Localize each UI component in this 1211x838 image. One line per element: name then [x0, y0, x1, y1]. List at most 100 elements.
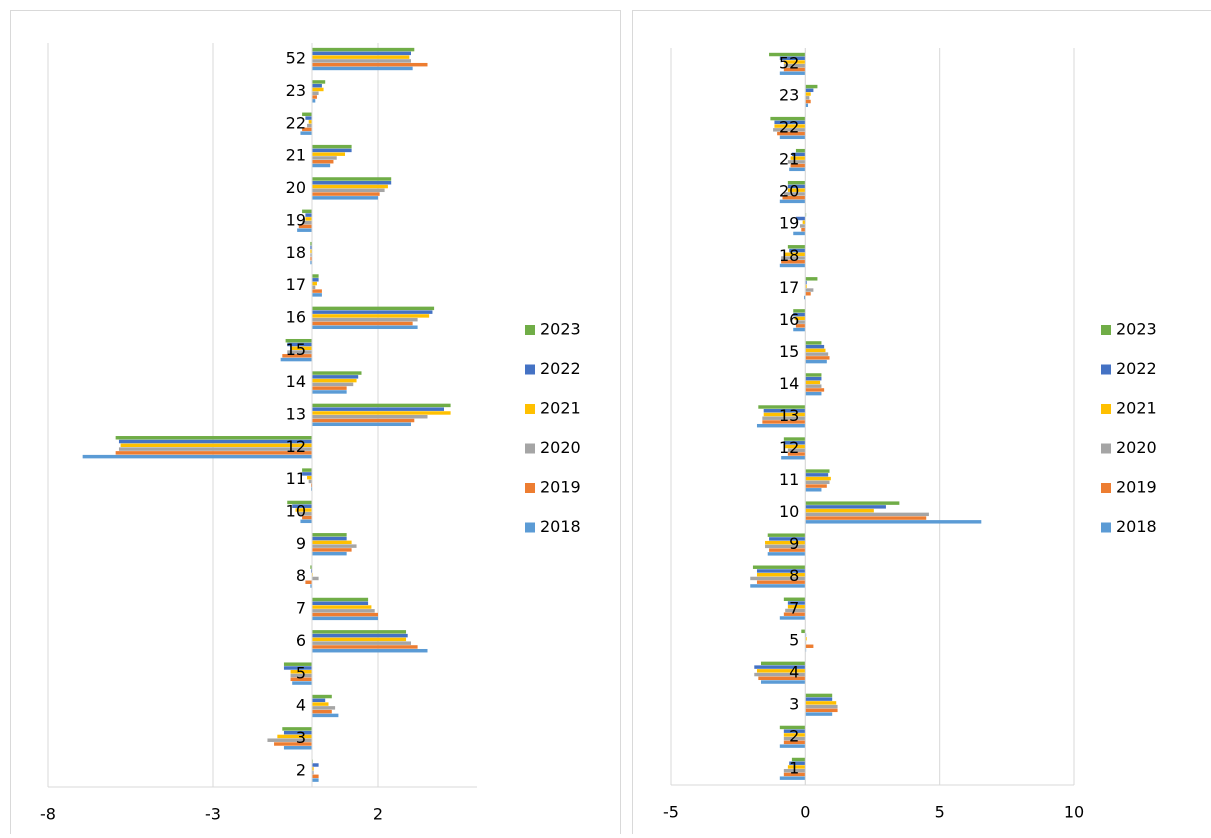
y-tick-label: 20 [286, 178, 306, 197]
bar [805, 516, 926, 519]
y-tick-label: 23 [286, 81, 306, 100]
bar [305, 213, 312, 216]
y-tick-label: 19 [286, 210, 306, 229]
y-tick-label: 4 [789, 662, 799, 681]
y-tick-label: 6 [296, 631, 306, 650]
y-tick-label: 2 [789, 726, 799, 745]
bar [83, 455, 312, 458]
bar [805, 705, 837, 708]
bar [312, 52, 411, 55]
bar [805, 481, 829, 484]
y-tick-label: 21 [779, 150, 799, 169]
bar [305, 217, 312, 220]
y-tick-label: 22 [286, 113, 306, 132]
bar [801, 630, 805, 633]
bar [805, 388, 824, 391]
bar [116, 436, 312, 439]
bar [312, 310, 432, 313]
legend-label: 2023 [540, 320, 581, 339]
legend-label: 2023 [1116, 320, 1157, 339]
y-tick-label: 3 [789, 694, 799, 713]
bar [312, 537, 347, 540]
y-tick-label: 2 [296, 760, 306, 779]
y-tick-label: 7 [789, 598, 799, 617]
bar [274, 742, 312, 745]
y-tick-label: 9 [789, 534, 799, 553]
legend-label: 2019 [540, 478, 581, 497]
y-tick-label: 5 [789, 630, 799, 649]
bar [312, 714, 338, 717]
bar [805, 501, 899, 504]
bar [277, 735, 312, 738]
y-tick-label: 18 [286, 243, 306, 262]
bar [805, 100, 810, 103]
bar [312, 282, 317, 285]
bar [805, 694, 832, 697]
bar [312, 92, 319, 95]
x-tick-label: 2 [373, 805, 383, 824]
bar [805, 381, 820, 384]
y-tick-label: 21 [286, 146, 306, 165]
bar [805, 360, 826, 363]
legend-swatch [525, 365, 535, 375]
bar [121, 444, 312, 447]
y-tick-label: 15 [286, 340, 306, 359]
bar [305, 581, 312, 584]
y-tick-label: 12 [286, 437, 306, 456]
bar [312, 379, 357, 382]
bar [312, 533, 347, 536]
bar [119, 447, 312, 450]
bar [805, 352, 828, 355]
bar [312, 149, 352, 152]
bar [312, 775, 319, 778]
legend-label: 2018 [1116, 517, 1157, 536]
y-tick-label: 23 [779, 86, 799, 105]
bar [805, 92, 810, 95]
bar [312, 386, 347, 389]
bar [119, 440, 312, 443]
y-tick-label: 22 [779, 118, 799, 137]
y-tick-label: 15 [779, 342, 799, 361]
bar [312, 181, 391, 184]
y-tick-label: 10 [779, 502, 799, 521]
bar [312, 145, 352, 148]
bar [312, 177, 391, 180]
legend-swatch [525, 444, 535, 454]
bar [805, 473, 828, 476]
bar [805, 292, 810, 295]
x-tick-label: -8 [40, 805, 56, 824]
bar [312, 544, 357, 547]
bar [312, 617, 378, 620]
bar [312, 189, 385, 192]
bar [312, 185, 388, 188]
y-tick-label: 13 [779, 406, 799, 425]
y-tick-label: 16 [779, 310, 799, 329]
bar [768, 533, 806, 536]
bar [312, 152, 345, 155]
y-tick-label: 12 [779, 438, 799, 457]
bar [805, 712, 832, 715]
bar [307, 476, 312, 479]
bar [805, 392, 821, 395]
bar [800, 224, 805, 227]
bar [307, 124, 312, 127]
y-tick-label: 5 [296, 663, 306, 682]
bar [312, 638, 406, 641]
bar [805, 373, 821, 376]
bar [312, 390, 347, 393]
bar [312, 404, 451, 407]
bar [312, 702, 329, 705]
bar [312, 289, 322, 292]
bar [312, 326, 418, 329]
bar [312, 371, 362, 374]
bar [805, 377, 821, 380]
x-tick-label: -3 [205, 805, 221, 824]
bar [312, 375, 358, 378]
bar [312, 307, 434, 310]
bar [312, 419, 414, 422]
legend-swatch [1101, 444, 1111, 454]
bar [312, 605, 371, 608]
bar [805, 513, 929, 516]
bar [312, 84, 322, 87]
